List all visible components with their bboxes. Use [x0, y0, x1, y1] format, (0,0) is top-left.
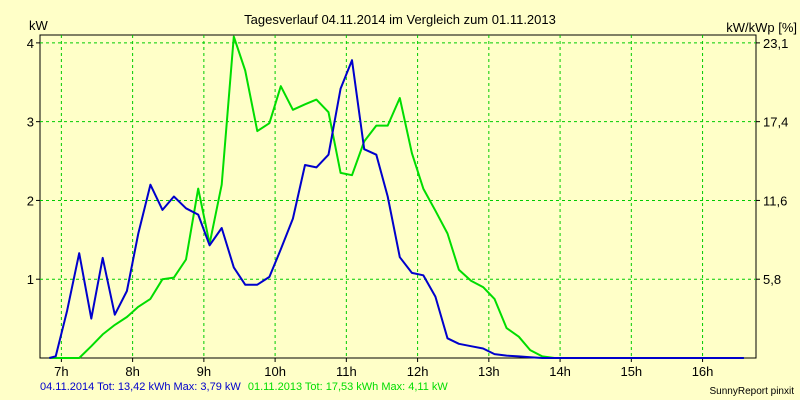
y-tick-label-right: 5,8 — [763, 272, 781, 287]
x-tick-label: 12h — [407, 364, 429, 379]
x-tick-label: 7h — [54, 364, 68, 379]
y-tick-label-left: 4 — [27, 36, 34, 51]
footer-series-2: 01.11.2013 Tot: 17,53 kWh Max: 4,11 kW — [247, 381, 448, 393]
chart-footer: 04.11.2014 Tot: 13,42 kWh Max: 3,79 kW 0… — [40, 381, 452, 393]
x-tick-label: 8h — [125, 364, 139, 379]
x-tick-label: 15h — [620, 364, 642, 379]
y-tick-label-left: 1 — [27, 272, 34, 287]
x-tick-label: 9h — [197, 364, 211, 379]
y-axis-label-right: kW/kWp [%] — [726, 20, 797, 35]
x-tick-label: 14h — [549, 364, 571, 379]
x-tick-label: 16h — [692, 364, 714, 379]
x-tick-label: 11h — [336, 364, 357, 379]
y-tick-label-left: 2 — [27, 193, 34, 208]
y-axis-label-left: kW — [29, 18, 49, 33]
y-tick-label-right: 17,4 — [763, 115, 788, 130]
y-tick-label-right: 23,1 — [763, 36, 788, 51]
y-tick-label-left: 3 — [27, 115, 34, 130]
credit-text: SunnyReport pinxit — [709, 386, 795, 397]
x-tick-label: 10h — [264, 364, 286, 379]
y-tick-label-right: 11,6 — [763, 193, 787, 208]
chart-title: Tagesverlauf 04.11.2014 im Vergleich zum… — [244, 12, 556, 27]
grid — [40, 35, 756, 358]
plot-frame — [39, 34, 757, 359]
series-lines — [49, 35, 744, 359]
axis-ticks: 7h 8h 9h 10h 11h 12h 13h 14h 15h 16h 1 2 3 4 5,8 11,6 17… — [27, 36, 789, 379]
footer-series-1: 04.11.2014 Tot: 13,42 kWh Max: 3,79 kW — [40, 381, 241, 393]
x-tick-label: 13h — [478, 364, 500, 379]
series-line-04-11-2014 — [49, 59, 744, 359]
series-line-01-11-2013 — [49, 35, 744, 359]
